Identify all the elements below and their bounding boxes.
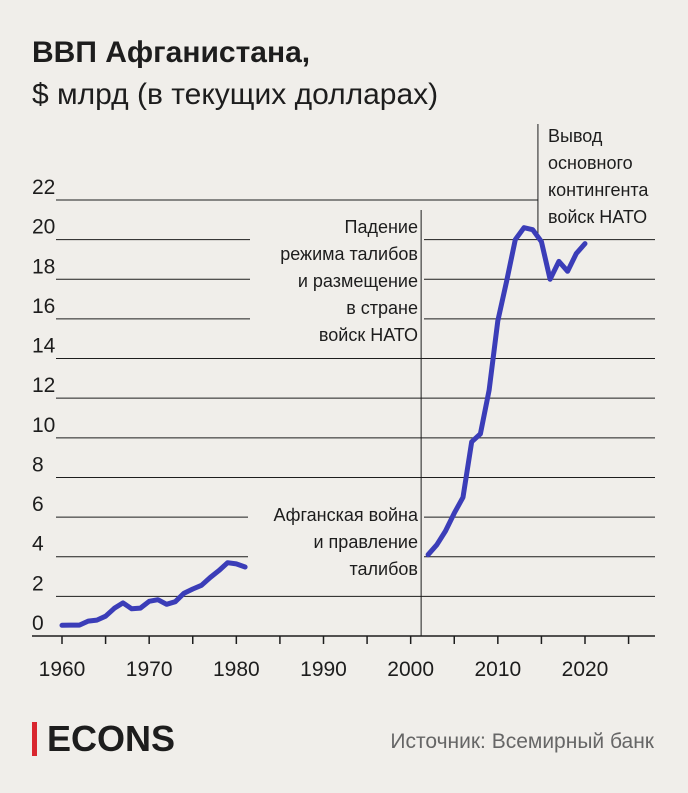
x-tick-label: 1970	[126, 658, 173, 681]
gdp-series-line-segment-2	[425, 225, 588, 558]
annotation-taliban-fall: Падение режима талибов и размещение в стран…	[280, 217, 418, 345]
y-tick-label: 2	[32, 572, 44, 595]
y-tick-label: 8	[32, 453, 44, 476]
y-tick-label: 14	[32, 335, 56, 358]
annotation-nato-withdrawal: Вывод основного контингента войск НАТО	[548, 126, 649, 227]
y-tick-label: 18	[32, 255, 55, 278]
source-note: Источник: Всемирный банк	[390, 730, 654, 753]
y-tick-label: 6	[32, 493, 44, 516]
y-tick-label: 20	[32, 216, 55, 239]
logo-accent-bar	[32, 722, 37, 756]
gdp-series-line-segment-1	[59, 560, 248, 628]
x-tick-label: 1980	[213, 658, 260, 681]
annotation-line: контингента	[548, 180, 649, 200]
annotation-mask-2	[250, 212, 424, 352]
logo-text: ECONS	[47, 718, 176, 759]
y-tick-label: 16	[32, 295, 55, 318]
x-tick-label: 2020	[562, 658, 609, 681]
annotation-line: режима талибов	[280, 244, 418, 264]
econs-logo: ECONS	[32, 718, 175, 760]
x-tick-label: 2010	[474, 658, 521, 681]
annotation-mask-3	[538, 120, 656, 232]
annotation-line: войск НАТО	[548, 207, 647, 227]
annotation-line: талибов	[350, 559, 419, 579]
y-tick-label: 22	[32, 176, 55, 199]
annotation-line: и правление	[314, 532, 419, 552]
annotation-line: войск НАТО	[319, 325, 418, 345]
y-tick-label: 4	[32, 533, 44, 556]
annotation-mask-1	[248, 500, 424, 580]
y-tick-label: 0	[32, 612, 44, 635]
x-tick-label: 1960	[39, 658, 86, 681]
annotation-afghan-war: Афганская война и правление талибов	[273, 505, 419, 579]
annotation-line: Афганская война	[273, 505, 419, 525]
chart-subtitle: $ млрд (в текущих долларах)	[32, 78, 439, 111]
x-tick-label: 1990	[300, 658, 347, 681]
x-tick-label: 2000	[387, 658, 434, 681]
gdp-line-chart: 0 2 4 6 8 10 12 14 16 18 20 22 1960 1970 1980 1990 2000 2…	[32, 120, 656, 681]
annotation-line: и размещение	[298, 271, 418, 291]
chart-title: ВВП Афганистана,	[32, 36, 311, 69]
y-tick-label: 12	[32, 374, 55, 397]
y-tick-label: 10	[32, 414, 55, 437]
annotation-line: Вывод	[548, 126, 603, 146]
annotation-line: Падение	[345, 217, 418, 237]
annotation-line: в стране	[346, 298, 418, 318]
annotation-line: основного	[548, 153, 633, 173]
